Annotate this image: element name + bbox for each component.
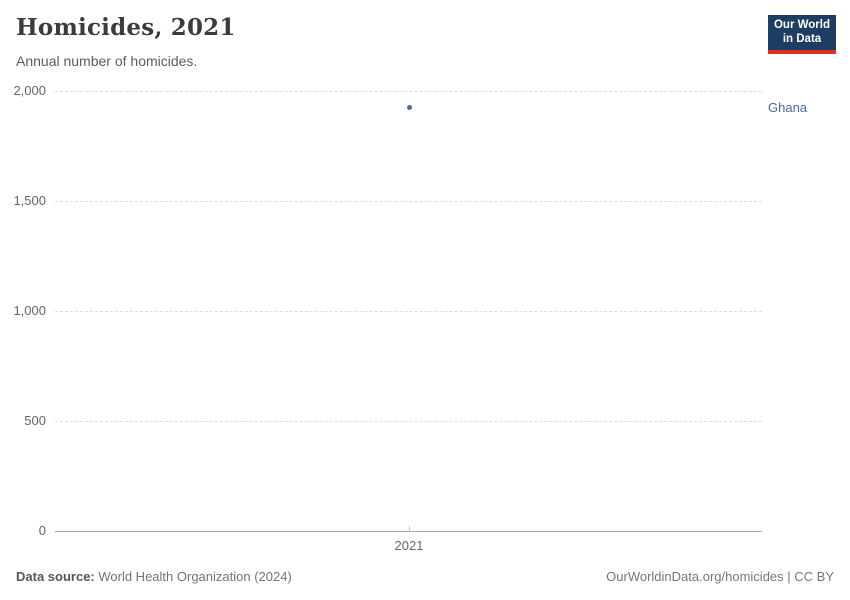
y-tick-label-500: 500 <box>24 413 46 428</box>
gridline-1000 <box>55 311 762 312</box>
data-source-note: Data source: World Health Organization (… <box>16 569 292 584</box>
chart-subtitle: Annual number of homicides. <box>16 53 198 69</box>
page-title: Homicides, 2021 <box>16 14 236 41</box>
x-axis-tick <box>409 526 410 531</box>
owid-logo-line1: Our World <box>773 19 830 31</box>
credit-link[interactable]: OurWorldinData.org/homicides | CC BY <box>606 569 834 584</box>
entity-label-ghana[interactable]: Ghana <box>768 100 808 115</box>
data-source-value: World Health Organization (2024) <box>94 569 292 584</box>
gridline-2000 <box>55 91 762 92</box>
y-tick-label-1000: 1,000 <box>13 303 46 318</box>
x-tick-label-2021: 2021 <box>394 538 424 553</box>
y-tick-label-0: 0 <box>38 523 46 538</box>
y-tick-label-2000: 2,000 <box>13 83 46 98</box>
owid-logo-line2: in Data <box>782 32 822 45</box>
gridline-1500 <box>55 201 762 202</box>
y-tick-label-1500: 1,500 <box>13 193 46 208</box>
data-source-label: Data source: <box>16 569 95 584</box>
owid-logo[interactable]: Our World in Data <box>768 15 836 54</box>
gridline-500 <box>55 421 762 422</box>
x-axis-line <box>55 531 762 532</box>
data-point-ghana-2021[interactable] <box>407 105 412 110</box>
